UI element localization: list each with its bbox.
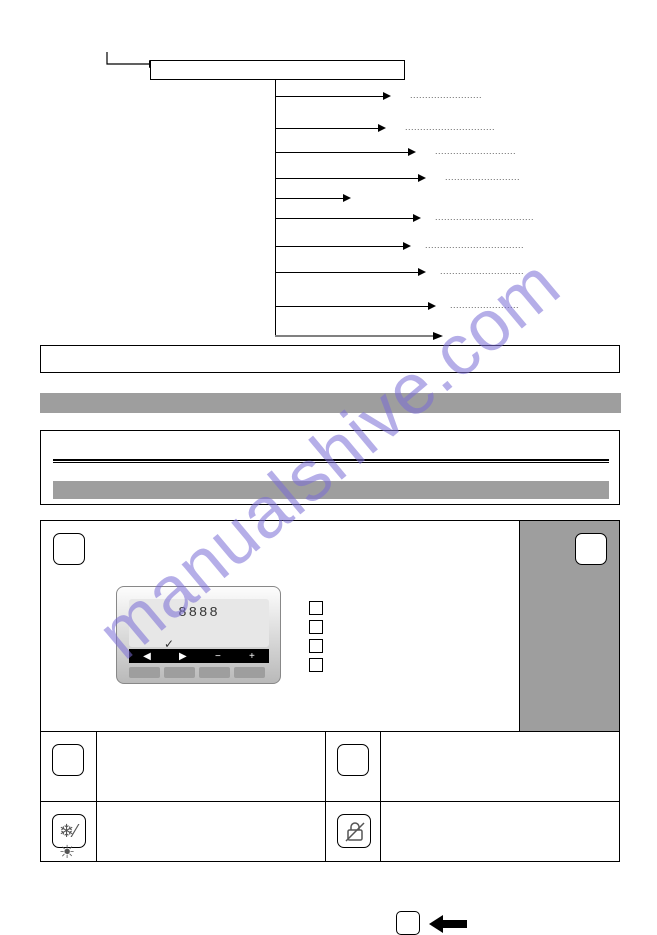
controller-display: 8888 ✓ ◀ ▶ − + xyxy=(116,586,281,684)
checkbox[interactable] xyxy=(309,658,323,672)
cell-c1 xyxy=(41,732,96,801)
checkbox[interactable] xyxy=(309,639,323,653)
dotted-leader: ................................. xyxy=(425,240,524,250)
arrow-head-icon xyxy=(383,92,391,100)
dotted-leader: ........................ xyxy=(410,90,482,100)
branch-line xyxy=(275,246,405,247)
cell-c4 xyxy=(380,732,619,801)
rule-bold xyxy=(53,459,609,461)
cell-d2 xyxy=(96,802,325,861)
cell-d1: ❄︎⁄☀︎ xyxy=(41,802,96,861)
branch-line xyxy=(275,306,430,307)
dotted-leader: ............................ xyxy=(440,266,524,276)
cell-c3 xyxy=(325,732,380,801)
option-box-2[interactable] xyxy=(575,533,607,565)
dotted-leader: ................................. xyxy=(435,212,534,222)
mode-button[interactable]: ❄︎⁄☀︎ xyxy=(52,814,86,848)
nav-bar: ◀ ▶ − + xyxy=(129,649,269,663)
section-header-box xyxy=(40,345,620,373)
option-box-4[interactable] xyxy=(337,744,369,776)
branch-line xyxy=(275,128,380,129)
arrow-head-icon xyxy=(413,214,421,222)
cell-display: 8888 ✓ ◀ ▶ − + xyxy=(41,521,519,731)
nav-glyph: ▶ xyxy=(179,651,187,662)
option-box-3[interactable] xyxy=(52,744,84,776)
nav-glyph: − xyxy=(215,651,221,662)
cell-c2 xyxy=(96,732,325,801)
option-box-1[interactable] xyxy=(53,533,85,565)
final-arrow-icon xyxy=(275,329,445,343)
branch-line xyxy=(275,218,415,219)
dotted-leader: .............................. xyxy=(405,122,495,132)
arrow-head-icon xyxy=(343,194,351,202)
branch-line xyxy=(275,152,410,153)
cell-gray-right xyxy=(519,521,619,731)
nav-glyph: ◀ xyxy=(143,651,151,662)
branch-line xyxy=(275,178,420,179)
root-box xyxy=(150,60,405,80)
dotted-leader: ....................... xyxy=(450,300,519,310)
soft-button[interactable] xyxy=(129,667,160,678)
arrow-head-icon xyxy=(408,148,416,156)
soft-button[interactable] xyxy=(164,667,195,678)
cell-d4 xyxy=(380,802,619,861)
arrow-head-icon xyxy=(418,174,426,182)
arrow-head-icon xyxy=(418,268,426,276)
dotted-leader: ......................... xyxy=(445,172,520,182)
nav-glyph: + xyxy=(249,651,255,662)
entry-arrow-icon xyxy=(105,50,155,68)
branch-line xyxy=(275,272,420,273)
page-tab xyxy=(595,393,621,413)
arrow-head-icon xyxy=(403,242,411,250)
checkbox[interactable] xyxy=(309,601,323,615)
soft-buttons xyxy=(129,667,265,678)
instruction-panel xyxy=(40,430,620,505)
dotted-leader: ........................... xyxy=(435,146,516,156)
lcd-screen: 8888 ✓ xyxy=(129,599,269,647)
soft-button[interactable] xyxy=(199,667,230,678)
cell-d3 xyxy=(325,802,380,861)
flow-diagram: ........................................… xyxy=(80,50,580,330)
branch-line xyxy=(275,96,385,97)
lock-icon xyxy=(344,821,366,843)
checkbox[interactable] xyxy=(309,620,323,634)
lock-button[interactable] xyxy=(337,814,371,848)
soft-button[interactable] xyxy=(234,667,265,678)
snowflake-icon: ❄︎⁄☀︎ xyxy=(59,821,85,863)
arrow-head-icon xyxy=(378,124,386,132)
row-highlight xyxy=(53,481,609,499)
controls-grid: 8888 ✓ ◀ ▶ − + xyxy=(40,520,620,862)
branch-line xyxy=(275,198,345,199)
subsection-bar xyxy=(40,393,595,413)
select-button[interactable] xyxy=(396,911,420,935)
lcd-readout: 8888 xyxy=(129,599,269,621)
rule-thin xyxy=(53,462,609,463)
arrow-head-icon xyxy=(428,302,436,310)
stem-line xyxy=(275,80,276,335)
